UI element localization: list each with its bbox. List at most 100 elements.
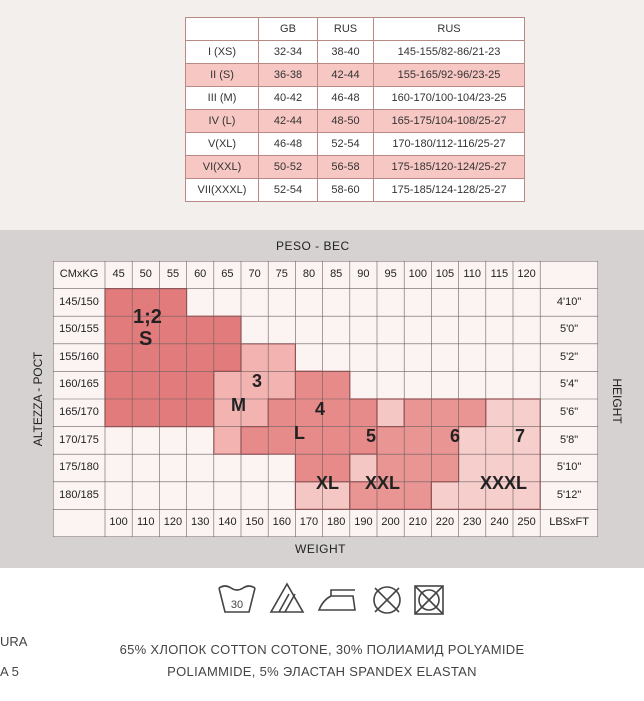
cm-tick-label: 160/165: [59, 378, 99, 391]
size-table-cell-size: I (XS): [185, 40, 259, 64]
size-table-cell-size: VII(XXXL): [185, 178, 259, 202]
altezza-title: ALTEZZA - РОСТ: [31, 351, 45, 447]
size-table-cell-rus: 52-54: [317, 132, 374, 156]
cut-text-2: A 5: [0, 664, 19, 679]
footer-background: [0, 568, 644, 701]
ft-tick-label: 5'2": [559, 350, 579, 363]
composition-line-1: 65% ХЛОПОК COTTON COTONE, 30% ПОЛИАМИД P…: [119, 642, 525, 657]
kg-tick-label: 85: [330, 268, 343, 280]
size-table-row: IV (L) 42-44 48-50 165-175/104-108/25-27: [185, 109, 525, 133]
corner-kg-label: CMxKG: [59, 268, 99, 280]
wash-30-icon: [218, 585, 256, 613]
size-table-cell-size: VI(XXL): [185, 155, 259, 179]
size-table-header: GB RUS RUS: [185, 17, 525, 41]
size-xxxl-label: XXXL: [480, 473, 528, 493]
iron-icon: [317, 589, 356, 611]
size-table-cell-rus: 48-50: [317, 109, 374, 133]
ft-tick-label: 5'4": [559, 378, 579, 391]
lbs-tick-label: 200: [381, 516, 400, 529]
size-xxxl-number: 7: [515, 426, 526, 446]
size-table-cell-dims: 170-180/112-116/25-27: [373, 132, 525, 156]
lbs-tick-label: 140: [218, 516, 237, 529]
lbs-tick-label: 180: [327, 516, 346, 529]
size-m-label: M: [231, 395, 246, 415]
lbs-tick-label: 190: [354, 516, 373, 529]
kg-tick-label: 75: [275, 268, 288, 280]
corner-lbs-label: LBSxFT: [549, 516, 589, 529]
cm-tick-label: 175/180: [59, 461, 99, 474]
size-table-cell-dims: 165-175/104-108/25-27: [373, 109, 525, 133]
size-table: GB RUS RUS I (XS) 32-34 38-40 145-155/82-86…: [185, 17, 525, 202]
lbs-tick-label: 120: [163, 516, 183, 529]
kg-tick-label: 55: [166, 268, 180, 280]
header-rus-dims: RUS: [373, 17, 525, 41]
cm-tick-label: 165/170: [59, 406, 99, 418]
size-table-cell-rus: 58-60: [317, 178, 374, 202]
composition-line-2: POLIAMMIDE, 5% ЭЛАСТАН SPANDEX ELASTAN: [167, 664, 477, 679]
cm-tick-label: 155/160: [59, 350, 99, 363]
no-dry-clean-icon: [373, 586, 401, 614]
kg-tick-label: 70: [248, 268, 261, 280]
size-table-row: VI(XXL) 50-52 56-58 175-185/120-124/25-27: [185, 155, 525, 179]
kg-tick-label: 80: [302, 268, 316, 280]
size-table-cell-size: III (M): [185, 86, 259, 110]
size-xxl-label: XXL: [365, 473, 401, 493]
lbs-tick-label: 110: [137, 516, 155, 529]
lbs-tick-label: 160: [272, 516, 291, 529]
lbs-tick-label: 100: [109, 516, 128, 529]
size-s-label: S: [139, 328, 153, 350]
kg-tick-label: 120: [517, 268, 536, 280]
size-l-label: L: [294, 423, 305, 443]
kg-tick-label: 60: [194, 268, 207, 280]
cm-tick-label: 145/150: [59, 295, 99, 308]
size-table-cell-rus: 46-48: [317, 86, 374, 110]
kg-tick-label: 100: [408, 268, 427, 280]
cm-tick-label: 170/175: [59, 433, 99, 446]
size-table-row: I (XS) 32-34 38-40 145-155/82-86/21-23: [185, 40, 525, 64]
size-table-row: VII(XXXL) 52-54 58-60 175-185/124-128/25-27: [185, 178, 525, 202]
size-table-cell-rus: 38-40: [317, 40, 374, 64]
kg-tick-label: 90: [357, 268, 370, 280]
lbs-tick-label: 250: [517, 516, 536, 529]
size-table-row: V(XL) 46-48 52-54 170-180/112-116/25-27: [185, 132, 525, 156]
size-l-number: 4: [315, 399, 326, 419]
size-table-cell-dims: 175-185/124-128/25-27: [373, 178, 525, 202]
size-table-cell-gb: 32-34: [258, 40, 318, 64]
cut-text-1: URA: [0, 634, 28, 649]
lbs-tick-label: 240: [490, 516, 509, 529]
lbs-tick-label: 130: [191, 516, 210, 529]
lbs-tick-label: 230: [463, 516, 482, 529]
size-table-cell-dims: 175-185/120-124/25-27: [373, 155, 525, 179]
size-table-cell-gb: 46-48: [258, 132, 318, 156]
lbs-tick-label: 150: [245, 516, 264, 529]
size-table-cell-rus: 42-44: [317, 63, 374, 87]
size-table-cell-dims: 160-170/100-104/23-25: [373, 86, 525, 110]
wash-temp: 30: [231, 599, 243, 611]
size-grid: 1;2 S 3 M 4 L 5 XL 6 XXL 7 XXXL CMxKG LBS…: [53, 261, 598, 537]
size-table-cell-size: IV (L): [185, 109, 259, 133]
size-table-cell-gb: 42-44: [258, 109, 318, 133]
ft-tick-label: 5'8": [559, 433, 579, 446]
size-table-cell-size: II (S): [185, 63, 259, 87]
size-table-cell-dims: 145-155/82-86/21-23: [373, 40, 525, 64]
cm-tick-label: 180/185: [59, 488, 99, 501]
no-tumble-dry-icon: [414, 585, 444, 615]
weight-title: WEIGHT: [295, 542, 346, 556]
kg-tick-label: 95: [384, 268, 397, 280]
cm-tick-label: 150/155: [59, 323, 99, 336]
size-xl-number: 5: [366, 426, 377, 446]
lbs-tick-label: 210: [408, 516, 427, 529]
kg-tick-label: 45: [112, 268, 125, 280]
kg-tick-label: 105: [435, 268, 455, 280]
ft-tick-label: 5'12": [556, 488, 582, 501]
header-gb: GB: [258, 17, 318, 41]
size-table-cell-gb: 40-42: [258, 86, 318, 110]
size-table-cell-rus: 56-58: [317, 155, 374, 179]
size-table-cell-dims: 155-165/92-96/23-25: [373, 63, 525, 87]
ft-tick-label: 5'6": [559, 406, 579, 418]
kg-tick-label: 115: [490, 268, 509, 280]
kg-tick-label: 65: [221, 268, 234, 280]
size-xl-label: XL: [316, 473, 340, 493]
lbs-tick-label: 170: [299, 516, 319, 529]
peso-title: PESO - ВЕС: [276, 239, 350, 253]
